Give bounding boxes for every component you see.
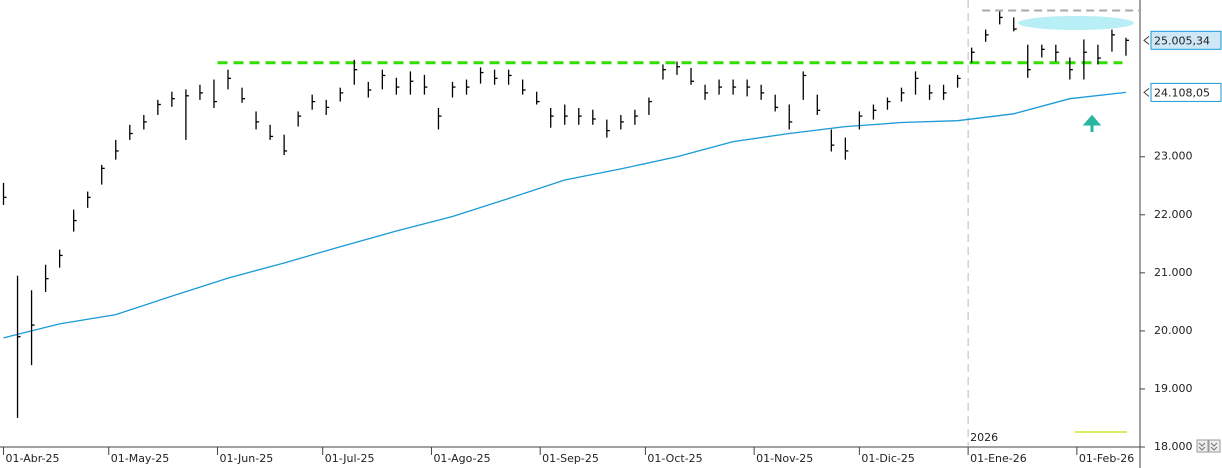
price-label: 24.108,05 bbox=[1154, 86, 1210, 99]
y-tick-label: 23.000 bbox=[1154, 150, 1193, 163]
x-tick-label: 01-Ago-25 bbox=[433, 452, 490, 465]
y-tick-label: 19.000 bbox=[1154, 382, 1193, 395]
price-pointer bbox=[1143, 88, 1150, 97]
y-tick-label: 20.000 bbox=[1154, 324, 1193, 337]
moving-average bbox=[3, 91, 1127, 339]
x-tick-label: 01-May-25 bbox=[111, 452, 169, 465]
price-pointer bbox=[1143, 35, 1150, 45]
x-tick-label: 01-Jul-25 bbox=[325, 452, 375, 465]
x-tick-label: 01-Dic-25 bbox=[861, 452, 915, 465]
y-tick-label: 18.000 bbox=[1154, 440, 1193, 453]
x-tick-label: 01-Jun-25 bbox=[219, 452, 273, 465]
x-tick-label: 01-Sep-25 bbox=[542, 452, 599, 465]
y-tick-label: 21.000 bbox=[1154, 266, 1193, 279]
x-tick-label: 01-Feb-26 bbox=[1079, 452, 1134, 465]
year-label: 2026 bbox=[970, 431, 998, 444]
x-tick-label: 01-Nov-25 bbox=[756, 452, 813, 465]
scroll-buttons[interactable] bbox=[1196, 439, 1221, 453]
highlight-ellipse bbox=[1018, 16, 1134, 30]
x-tick-label: 01-Abr-25 bbox=[6, 452, 60, 465]
y-tick-label: 22.000 bbox=[1154, 208, 1193, 221]
price-label: 25.005,34 bbox=[1154, 34, 1210, 47]
up-arrow bbox=[1082, 114, 1102, 132]
x-tick-label: 01-Oct-25 bbox=[647, 452, 702, 465]
price-box bbox=[1150, 30, 1222, 50]
scroll-icon bbox=[1198, 442, 1218, 451]
price-box bbox=[1150, 82, 1222, 102]
x-tick-label: 01-Ene-26 bbox=[970, 452, 1027, 465]
